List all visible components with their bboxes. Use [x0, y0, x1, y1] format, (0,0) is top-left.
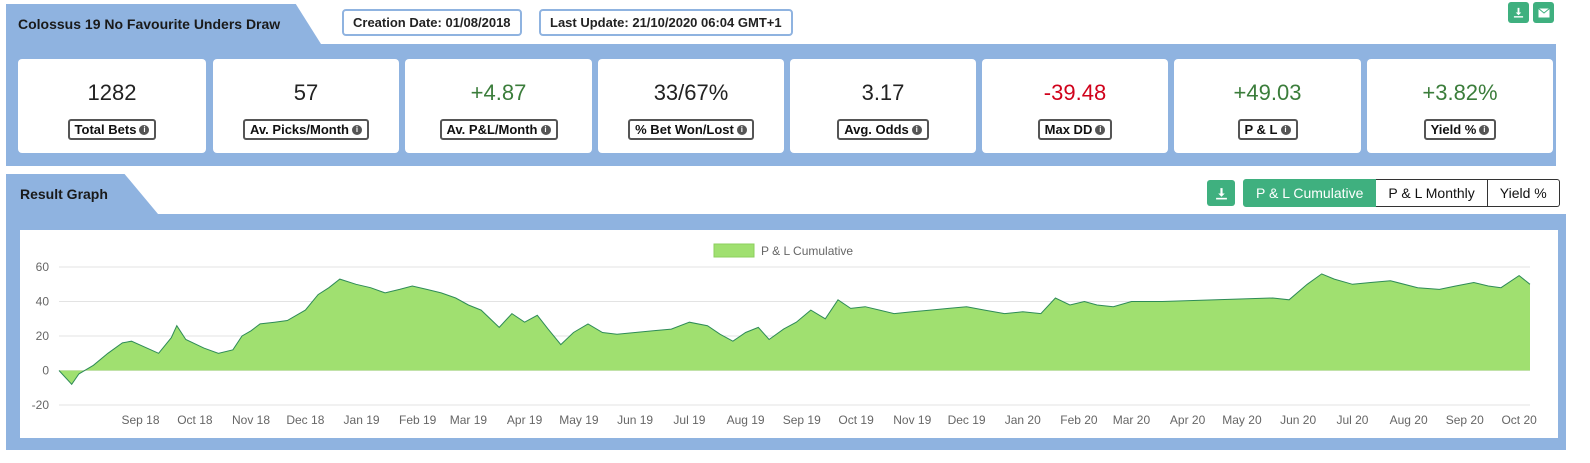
stat-value: 1282	[87, 80, 137, 105]
stat-card: 1282 Total Bets i	[18, 59, 206, 153]
download-icon	[1513, 7, 1524, 18]
stat-label[interactable]: Yield % i	[1423, 119, 1497, 140]
stat-value: 3.17	[861, 80, 905, 105]
result-graph-title: Result Graph	[6, 174, 158, 214]
stat-card: +4.87 Av. P&L/Month i	[405, 59, 592, 153]
stat-value: +49.03	[1233, 80, 1302, 105]
info-icon: i	[139, 124, 150, 135]
download-button[interactable]	[1508, 2, 1529, 23]
stat-value: -39.48	[1043, 80, 1107, 105]
x-tick-label: Apr 19	[507, 413, 543, 427]
download-icon	[1215, 187, 1227, 199]
x-tick-label: Jul 20	[1336, 413, 1368, 427]
y-tick-label: 0	[42, 364, 49, 378]
stat-label[interactable]: Avg. Odds i	[837, 119, 929, 140]
stat-value: +4.87	[470, 80, 527, 105]
x-tick-label: Jan 19	[344, 413, 380, 427]
x-tick-label: Feb 20	[1060, 413, 1098, 427]
x-tick-label: Jun 20	[1280, 413, 1316, 427]
info-icon: i	[736, 124, 747, 135]
x-tick-label: Dec 19	[948, 413, 986, 427]
info-icon: i	[1095, 124, 1106, 135]
legend-label: P & L Cumulative	[761, 244, 853, 258]
x-tick-label: Feb 19	[399, 413, 437, 427]
stat-label[interactable]: Av. P&L/Month i	[439, 119, 558, 140]
stat-card: 3.17 Avg. Odds i	[790, 59, 976, 153]
stat-value: 33/67%	[653, 80, 729, 105]
area-series	[59, 273, 1530, 385]
tab-pl-cumulative[interactable]: P & L Cumulative	[1243, 179, 1377, 207]
x-tick-label: Sep 20	[1446, 413, 1484, 427]
chart-container: -20 0 20 40 60 Sep 18 Oct 18 Nov 18 Dec 18 Jan 19…	[20, 230, 1558, 438]
x-tick-label: Jan 20	[1005, 413, 1041, 427]
tab-pl-monthly[interactable]: P & L Monthly	[1376, 179, 1488, 207]
stat-value: +3.82%	[1422, 80, 1498, 105]
info-icon: i	[540, 124, 551, 135]
x-tick-label: Sep 18	[121, 413, 159, 427]
stats-band: 1282 Total Bets i 57 Av. Picks/Month i +4.87 Av…	[6, 44, 1556, 166]
graph-download-button[interactable]	[1207, 180, 1235, 206]
stat-card: 57 Av. Picks/Month i	[213, 59, 399, 153]
stat-value: 57	[293, 80, 319, 105]
stat-label-text: Av. Picks/Month	[250, 122, 349, 137]
y-tick-label: 40	[36, 295, 50, 309]
stat-label-text: Max DD	[1044, 122, 1093, 137]
x-tick-label: Oct 19	[838, 413, 874, 427]
x-tick-label: May 19	[559, 413, 599, 427]
info-icon: i	[1280, 124, 1291, 135]
x-tick-label: Oct 20	[1501, 413, 1537, 427]
creation-date: Creation Date: 01/08/2018	[342, 9, 522, 36]
x-tick-label: Nov 19	[893, 413, 931, 427]
stat-card: -39.48 Max DD i	[982, 59, 1168, 153]
x-tick-label: Aug 20	[1390, 413, 1428, 427]
x-tick-label: Apr 20	[1170, 413, 1206, 427]
x-tick-label: Mar 19	[450, 413, 488, 427]
graph-band: -20 0 20 40 60 Sep 18 Oct 18 Nov 18 Dec 18 Jan 19…	[6, 214, 1566, 450]
info-icon: i	[1479, 124, 1490, 135]
stat-label-text: Yield %	[1430, 122, 1477, 137]
stat-label-text: Total Bets	[74, 122, 137, 137]
system-title: Colossus 19 No Favourite Unders Draw	[6, 4, 321, 44]
x-tick-label: Sep 19	[783, 413, 821, 427]
x-tick-label: Mar 20	[1113, 413, 1151, 427]
x-tick-label: May 20	[1222, 413, 1262, 427]
legend-swatch	[713, 243, 755, 258]
x-tick-label: Jun 19	[617, 413, 653, 427]
stat-label[interactable]: Max DD i	[1037, 119, 1113, 140]
y-tick-label: 60	[36, 260, 50, 274]
pl-cumulative-chart: -20 0 20 40 60 Sep 18 Oct 18 Nov 18 Dec 18 Jan 19…	[32, 243, 1537, 427]
stat-label-text: Avg. Odds	[844, 122, 909, 137]
stat-label[interactable]: Total Bets i	[67, 119, 157, 140]
stat-card: 33/67% % Bet Won/Lost i	[598, 59, 784, 153]
stat-label[interactable]: % Bet Won/Lost i	[628, 119, 754, 140]
y-tick-label: -20	[32, 398, 50, 412]
stat-label-text: P & L	[1244, 122, 1278, 137]
x-tick-label: Oct 18	[177, 413, 213, 427]
tab-yield[interactable]: Yield %	[1487, 179, 1560, 207]
x-tick-label: Aug 19	[727, 413, 765, 427]
envelope-icon	[1537, 7, 1550, 17]
x-tick-label: Dec 18	[286, 413, 324, 427]
last-update: Last Update: 21/10/2020 06:04 GMT+1	[539, 9, 793, 36]
y-tick-label: 20	[36, 329, 50, 343]
email-button[interactable]	[1533, 2, 1554, 23]
stat-label-text: % Bet Won/Lost	[635, 122, 734, 137]
stat-label-text: Av. P&L/Month	[446, 122, 538, 137]
info-icon: i	[911, 124, 922, 135]
info-icon: i	[351, 124, 362, 135]
stat-label[interactable]: Av. Picks/Month i	[243, 119, 369, 140]
x-tick-label: Nov 18	[232, 413, 270, 427]
stat-card: +3.82% Yield % i	[1367, 59, 1553, 153]
graph-tabs: P & L Cumulative P & L Monthly Yield %	[1243, 179, 1560, 207]
series-line	[58, 273, 1531, 386]
x-tick-label: Jul 19	[673, 413, 705, 427]
